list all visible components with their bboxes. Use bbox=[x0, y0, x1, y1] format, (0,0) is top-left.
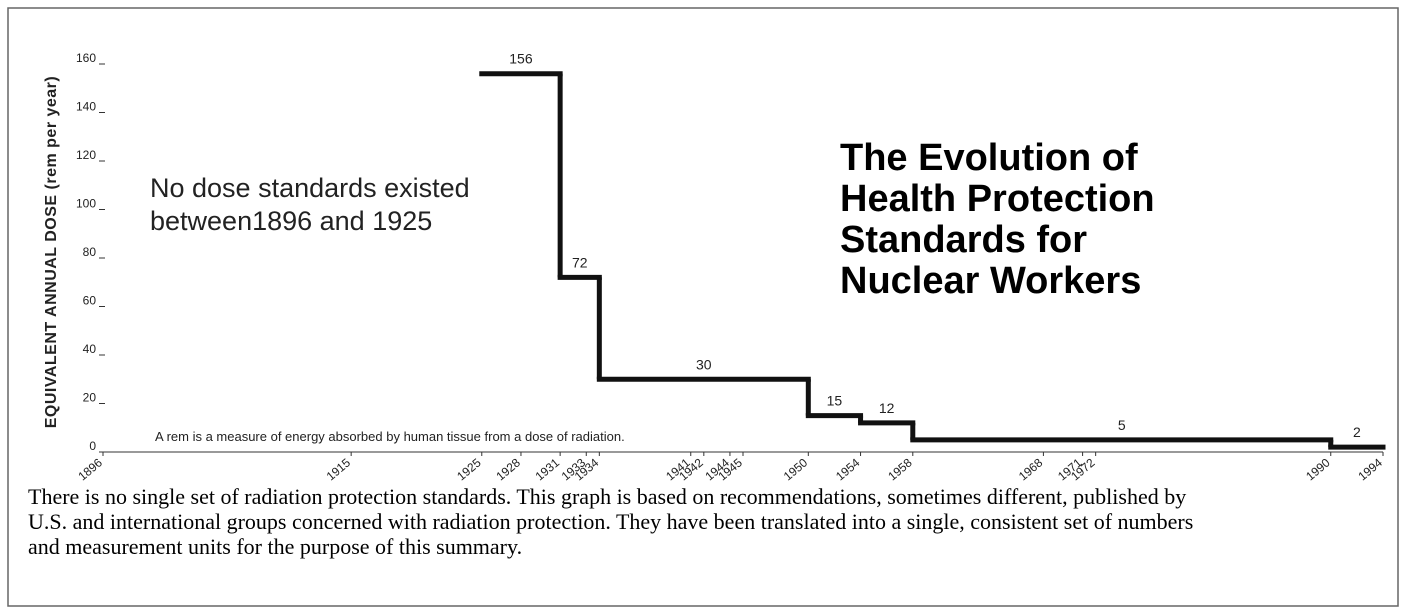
frame bbox=[7, 7, 1399, 607]
chart-title: The Evolution of Health Protection Stand… bbox=[840, 137, 1155, 302]
value-label: 5 bbox=[1118, 417, 1126, 433]
y-tick-label: 160 bbox=[76, 51, 96, 65]
y-tick-label: 40 bbox=[83, 342, 97, 356]
value-label: 15 bbox=[827, 393, 843, 409]
value-label: 12 bbox=[879, 400, 895, 416]
y-tick-label: 20 bbox=[83, 391, 97, 405]
value-label: 156 bbox=[509, 51, 533, 67]
y-tick-label: 100 bbox=[76, 197, 96, 211]
note: A rem is a measure of energy absorbed by… bbox=[155, 429, 625, 444]
y-tick-label: 60 bbox=[83, 294, 97, 308]
y-tick-label: 120 bbox=[76, 148, 96, 162]
value-label: 72 bbox=[572, 254, 588, 270]
y-tick-label: 140 bbox=[76, 100, 96, 114]
annotation: No dose standards existed between1896 an… bbox=[150, 173, 470, 236]
value-label: 2 bbox=[1353, 424, 1361, 440]
y-tick-label: 0 bbox=[89, 439, 96, 453]
value-label: 30 bbox=[696, 356, 712, 372]
y-tick-label: 80 bbox=[83, 245, 97, 259]
y-axis-label: EQUIVALENT ANNUAL DOSE (rem per year) bbox=[43, 75, 60, 429]
caption: There is no single set of radiation prot… bbox=[28, 484, 1194, 559]
